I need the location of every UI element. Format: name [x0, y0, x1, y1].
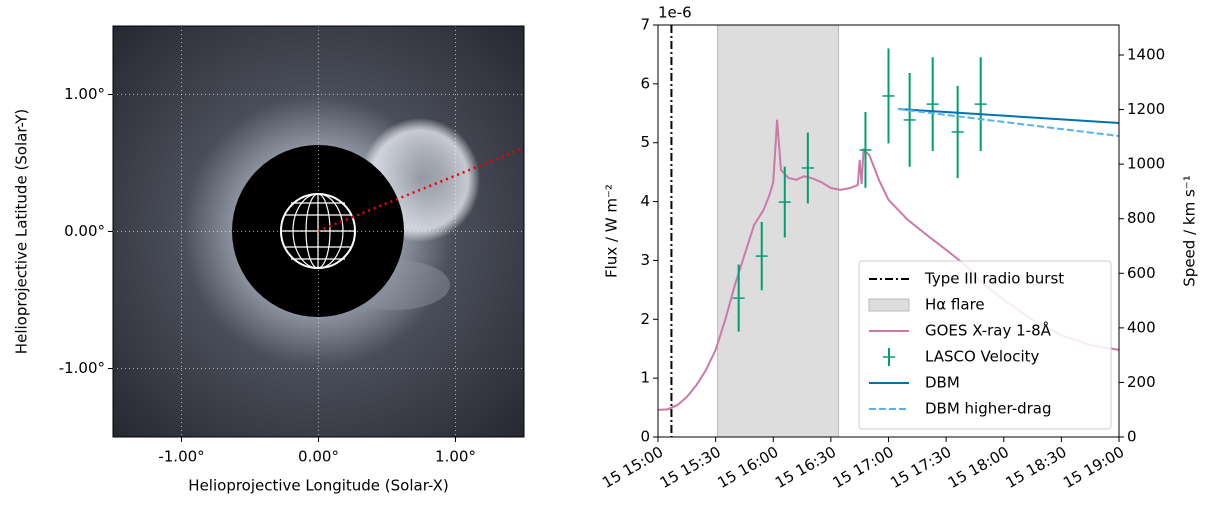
legend-box	[858, 260, 1112, 430]
y-tick-label: 6	[640, 74, 650, 92]
legend-label: Type III radio burst	[924, 270, 1064, 288]
legend-label: Hα flare	[925, 296, 985, 314]
x-axis-label: Helioprojective Longitude (Solar-X)	[188, 477, 448, 495]
y-axis-label: Flux / W m⁻²	[603, 184, 621, 278]
legend-swatch	[868, 298, 910, 312]
y2-tick-label: 200	[1127, 373, 1156, 391]
y-tick-label: 1.00°	[64, 85, 105, 103]
x-tick-label: 15 16:00	[714, 443, 781, 492]
y2-tick-label: 800	[1127, 209, 1156, 227]
x-tick-label: 15 16:30	[772, 443, 839, 492]
x-tick-label: 15 17:00	[830, 443, 897, 492]
legend-label: LASCO Velocity	[925, 348, 1039, 366]
x-tick-label: 15 15:00	[599, 443, 666, 492]
y-tick-label: 3	[640, 251, 650, 269]
y-tick-label: -1.00°	[59, 359, 105, 377]
plot-area	[657, 24, 1120, 438]
y-axis-label: Helioprojective Latitude (Solar-Y)	[13, 109, 31, 354]
legend-label: DBM higher-drag	[925, 400, 1052, 418]
y-tick-label: 7	[640, 16, 650, 34]
coronagraph-image	[113, 26, 524, 437]
x-tick-label: 15 15:30	[657, 443, 724, 492]
y2-tick-label: 600	[1127, 264, 1156, 282]
x-tick-label: 0.00°	[298, 448, 339, 466]
legend: Type III radio burst Hα flare GOES X-ray 1…	[858, 260, 1112, 430]
y2-tick-label: 400	[1127, 318, 1156, 336]
y-tick-label: 0	[640, 428, 650, 446]
axes-frame	[112, 25, 525, 438]
y-tick-label: 4	[640, 192, 650, 210]
x-tick-label: 15 18:30	[1003, 443, 1070, 492]
series-line	[897, 108, 1120, 138]
y-tick-label: 5	[640, 133, 650, 151]
x-tick-label: 15 17:30	[887, 443, 954, 492]
y-tick-label: 2	[640, 310, 650, 328]
overlay	[670, 25, 1120, 437]
series-line	[657, 119, 1120, 411]
y2-tick-label: 0	[1127, 428, 1137, 446]
offset-text: 1e-6	[658, 4, 692, 22]
flare-span	[717, 24, 840, 438]
x-tick-label: 15 18:00	[945, 443, 1012, 492]
y-tick-label: 1	[640, 369, 650, 387]
x-tick-label: 15 19:00	[1060, 443, 1127, 492]
y2-tick-label: 1200	[1127, 100, 1165, 118]
x-tick-label: -1.00°	[158, 448, 204, 466]
y2-tick-label: 1000	[1127, 155, 1165, 173]
series-line	[898, 108, 1120, 124]
legend-label: GOES X-ray 1-8Å	[925, 321, 1052, 340]
y2-axis-label: Speed / km s⁻¹	[1181, 175, 1199, 286]
x-tick-label: 1.00°	[435, 448, 476, 466]
y-tick-label: 0.00°	[64, 222, 105, 240]
y2-tick-label: 1400	[1127, 46, 1165, 64]
legend-label: DBM	[925, 374, 960, 392]
